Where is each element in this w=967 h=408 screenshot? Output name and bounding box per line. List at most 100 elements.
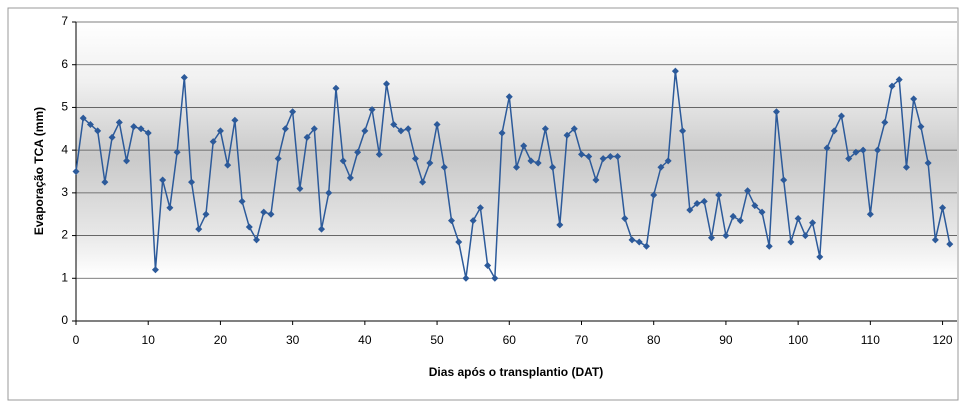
x-tick-label: 20 [214, 333, 228, 347]
data-point [245, 223, 253, 231]
data-line [75, 71, 951, 281]
data-point [86, 121, 94, 129]
data-point [635, 238, 643, 246]
y-tick-label: 2 [61, 228, 68, 242]
data-point [253, 236, 261, 244]
data-point [628, 236, 636, 244]
data-point [303, 133, 311, 141]
data-point [866, 210, 874, 218]
x-tick-label: 90 [719, 333, 733, 347]
data-point [79, 114, 87, 122]
data-point [505, 93, 513, 101]
data-point [614, 153, 622, 161]
data-point [859, 146, 867, 154]
data-point [621, 214, 629, 222]
x-tick-label: 50 [430, 333, 444, 347]
x-tick-label: 70 [575, 333, 589, 347]
data-point [888, 82, 896, 90]
data-point [513, 163, 520, 171]
data-point [556, 221, 564, 229]
data-point [874, 146, 882, 154]
data-point [924, 159, 932, 167]
data-point [354, 148, 362, 156]
data-point [895, 76, 903, 84]
data-point [549, 163, 557, 171]
data-point [166, 204, 174, 212]
data-point [679, 127, 687, 135]
x-tick-label: 0 [73, 333, 80, 347]
data-point [123, 157, 131, 165]
data-point [101, 178, 109, 186]
data-point [852, 148, 860, 156]
data-point [137, 125, 145, 133]
data-point [94, 127, 102, 135]
x-tick-label: 120 [933, 333, 953, 347]
data-point [671, 67, 679, 75]
data-point [534, 159, 542, 167]
data-point [72, 168, 80, 175]
data-point [448, 217, 456, 225]
data-point [650, 191, 658, 199]
data-point [281, 125, 289, 133]
data-point [325, 189, 333, 197]
data-point [289, 108, 297, 116]
data-point [758, 208, 766, 216]
data-point [686, 206, 694, 214]
data-point [570, 125, 578, 133]
data-point [946, 240, 954, 248]
data-point [577, 150, 585, 158]
y-tick-label: 5 [61, 100, 68, 114]
data-point [173, 148, 181, 156]
data-point [700, 197, 708, 205]
data-point [772, 108, 780, 116]
y-tick-label: 6 [61, 57, 68, 71]
data-point [484, 261, 492, 269]
data-point [744, 187, 752, 195]
data-point [411, 155, 419, 163]
y-tick-label: 4 [61, 142, 68, 156]
data-point [368, 106, 376, 114]
data-point [563, 131, 571, 139]
data-point [202, 210, 210, 218]
data-point [715, 191, 723, 199]
data-point [780, 176, 788, 184]
x-tick-label: 30 [286, 333, 300, 347]
data-point [159, 176, 167, 184]
data-point [498, 129, 506, 137]
data-point [476, 204, 484, 212]
data-point [238, 197, 246, 205]
data-point [332, 84, 340, 92]
data-point [606, 153, 614, 161]
data-point [729, 212, 737, 220]
data-point [837, 112, 845, 120]
data-point [267, 210, 275, 218]
data-point [917, 123, 925, 131]
x-axis-title: Dias após o transplantio (DAT) [429, 365, 603, 379]
data-point [231, 116, 239, 124]
data-point [491, 274, 499, 282]
data-point [195, 225, 203, 233]
data-point [339, 157, 347, 165]
data-point [722, 232, 730, 240]
data-point [151, 266, 159, 274]
data-point [830, 127, 838, 135]
data-point [144, 129, 152, 137]
data-point [816, 253, 824, 261]
data-point [693, 200, 701, 208]
data-point [765, 242, 773, 250]
data-point [390, 121, 398, 129]
data-point [462, 274, 470, 282]
data-point [346, 174, 354, 182]
y-tick-label: 3 [61, 185, 68, 199]
y-tick-label: 0 [61, 313, 68, 327]
y-axis-title: Evaporação TCA (mm) [32, 107, 46, 235]
data-point [845, 155, 853, 163]
data-point [180, 74, 188, 82]
data-point [375, 150, 383, 158]
data-point [801, 232, 809, 240]
x-tick-label: 80 [647, 333, 661, 347]
data-point [599, 155, 607, 163]
y-tick-label: 7 [61, 14, 68, 28]
data-point [751, 202, 759, 210]
